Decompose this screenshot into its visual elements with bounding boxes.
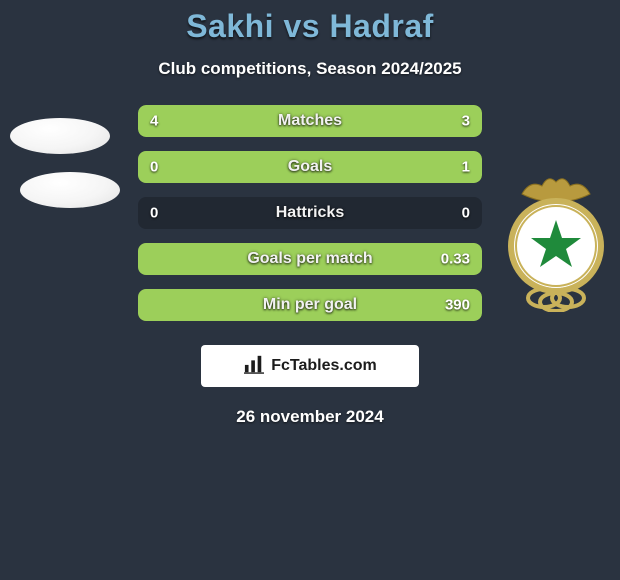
- stat-fill-right: [138, 151, 482, 183]
- stat-fill-left: [138, 105, 334, 137]
- stat-row: Min per goal390: [138, 289, 482, 321]
- stat-row: Hattricks0 0: [138, 197, 482, 229]
- player1-avatar-placeholder: [10, 118, 110, 154]
- player2-club-crest: [502, 172, 610, 312]
- page-title: Sakhi vs Hadraf: [0, 8, 620, 45]
- stat-fill-right: [138, 289, 482, 321]
- brand-badge[interactable]: FcTables.com: [201, 345, 419, 387]
- stat-bar: Matches43: [138, 105, 482, 137]
- stat-fill-right: [138, 243, 482, 275]
- stat-row: Matches43: [138, 105, 482, 137]
- brand-text: FcTables.com: [271, 357, 377, 375]
- stat-bar: Min per goal390: [138, 289, 482, 321]
- stat-row: Goals01: [138, 151, 482, 183]
- stat-value-right: 0: [462, 205, 470, 222]
- stat-bar: Goals01: [138, 151, 482, 183]
- chart-icon: [243, 354, 265, 379]
- stat-bar: Hattricks0 0: [138, 197, 482, 229]
- stat-fill-right: [334, 105, 482, 137]
- stat-value-left: 0: [150, 205, 158, 222]
- stat-row: Goals per match0.33: [138, 243, 482, 275]
- stat-label: Hattricks: [138, 204, 482, 222]
- date-label: 26 november 2024: [0, 407, 620, 427]
- stat-bar: Goals per match0.33: [138, 243, 482, 275]
- player1-club-placeholder: [20, 172, 120, 208]
- comparison-card: Sakhi vs Hadraf Club competitions, Seaso…: [0, 0, 620, 580]
- subtitle: Club competitions, Season 2024/2025: [0, 59, 620, 79]
